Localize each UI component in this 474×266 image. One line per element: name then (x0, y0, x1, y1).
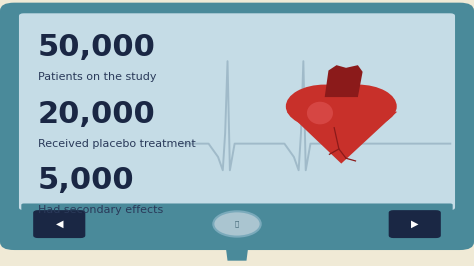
Text: ▶: ▶ (411, 219, 419, 229)
Ellipse shape (307, 102, 333, 124)
Text: Received placebo treatment: Received placebo treatment (38, 139, 196, 149)
Circle shape (319, 85, 397, 128)
Text: Had secondary effects: Had secondary effects (38, 205, 163, 215)
FancyBboxPatch shape (33, 210, 85, 238)
Circle shape (286, 85, 364, 128)
FancyBboxPatch shape (19, 13, 455, 210)
Polygon shape (325, 65, 363, 97)
FancyBboxPatch shape (21, 203, 453, 243)
Polygon shape (287, 112, 397, 164)
Text: 5,000: 5,000 (38, 166, 135, 196)
Polygon shape (225, 242, 249, 261)
Text: 20,000: 20,000 (38, 100, 155, 129)
FancyBboxPatch shape (0, 3, 474, 250)
Text: ⓟ: ⓟ (235, 221, 239, 227)
Text: Patients on the study: Patients on the study (38, 72, 156, 82)
Text: 50,000: 50,000 (38, 33, 156, 63)
FancyBboxPatch shape (389, 210, 441, 238)
Ellipse shape (213, 211, 261, 237)
Text: ◀: ◀ (55, 219, 63, 229)
